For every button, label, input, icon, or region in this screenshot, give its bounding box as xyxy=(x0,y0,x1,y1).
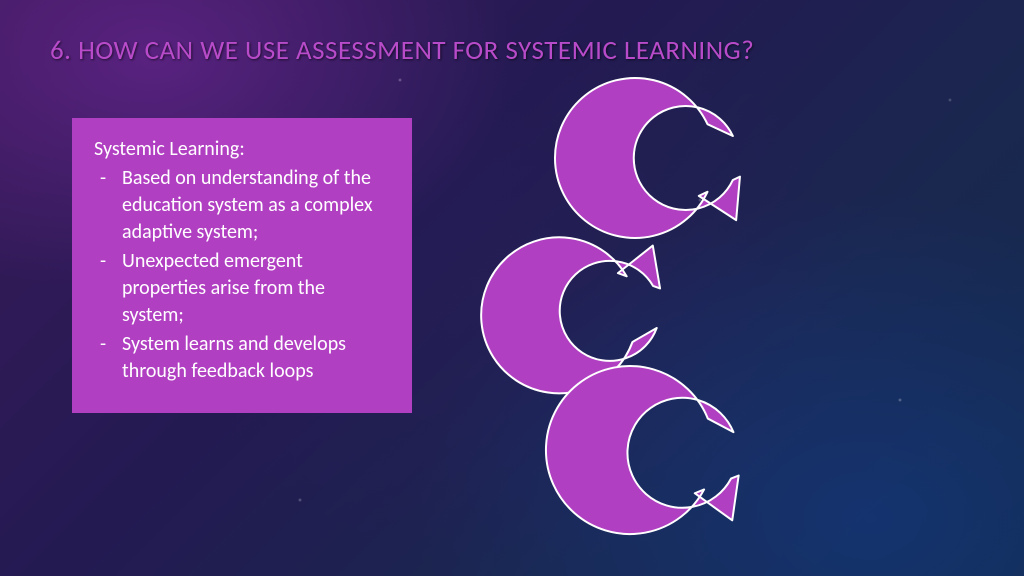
cycle-arrow-icon xyxy=(481,237,660,393)
content-card: Systemic Learning: Based on understandin… xyxy=(72,118,412,413)
cycle-arrow-icon xyxy=(548,69,744,244)
card-bullet: System learns and develops through feedb… xyxy=(94,331,390,385)
card-heading: Systemic Learning: xyxy=(94,136,390,163)
slide-title: 6. HOW CAN WE USE ASSESSMENT FOR SYSTEMI… xyxy=(50,34,974,67)
card-bullet: Based on understanding of the education … xyxy=(94,165,390,246)
cycle-arrows-svg xyxy=(530,68,990,568)
card-bullet-list: Based on understanding of the education … xyxy=(94,165,390,385)
card-bullet: Unexpected emergent properties arise fro… xyxy=(94,248,390,329)
cycle-arrow-icon xyxy=(543,362,740,537)
cycle-arrows-diagram xyxy=(530,68,990,568)
